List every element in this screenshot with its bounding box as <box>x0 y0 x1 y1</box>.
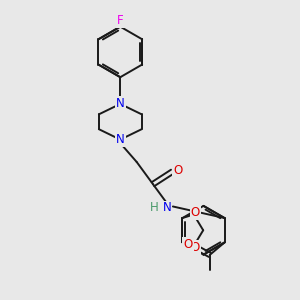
Text: N: N <box>116 98 125 110</box>
Text: N: N <box>163 202 171 214</box>
Text: O: O <box>183 238 193 251</box>
Text: F: F <box>117 14 124 27</box>
Text: N: N <box>116 133 125 146</box>
Text: O: O <box>190 241 200 254</box>
Text: O: O <box>190 206 200 219</box>
Text: H: H <box>149 202 158 214</box>
Text: O: O <box>173 164 182 177</box>
